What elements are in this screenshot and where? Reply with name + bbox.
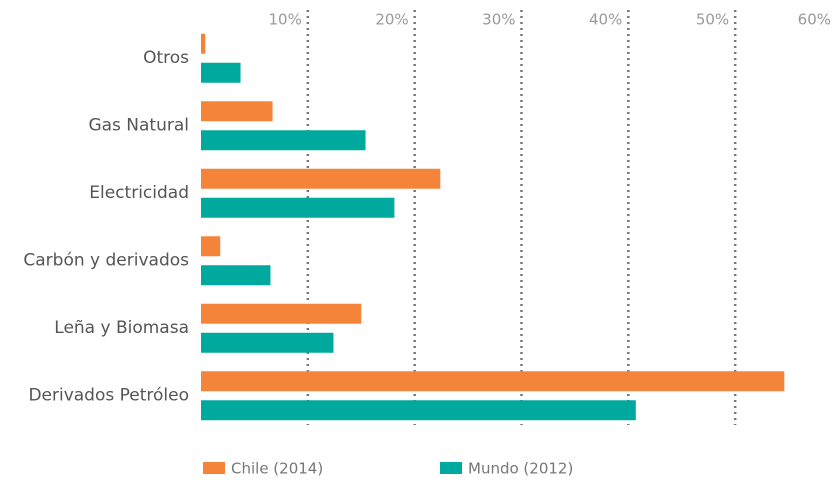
category-label: Carbón y derivados [23,250,189,270]
bar [201,332,334,353]
bar [201,303,362,324]
legend-label: Chile (2014) [231,460,323,478]
x-tick-label: 20% [375,11,408,29]
bar [201,236,221,257]
legend-label: Mundo (2012) [468,460,573,478]
category-label: Otros [143,48,189,68]
category-label: Leña y Biomasa [54,318,189,338]
legend-swatch [203,462,225,474]
bar [201,197,395,218]
bar [201,33,206,54]
bar [201,168,441,189]
x-tick-label: 30% [482,11,515,29]
bar [201,265,271,286]
category-label: Gas Natural [88,115,189,135]
legend-swatch [440,462,462,474]
category-label: Derivados Petróleo [28,385,189,405]
bar [201,130,366,151]
bar [201,400,636,421]
x-tick-label: 50% [696,11,729,29]
bar [201,371,785,392]
bar [201,62,241,83]
bar [201,101,273,122]
x-tick-label: 60% [798,11,831,29]
x-tick-label: 40% [589,11,622,29]
category-label: Electricidad [89,183,189,203]
x-tick-label: 10% [268,11,301,29]
